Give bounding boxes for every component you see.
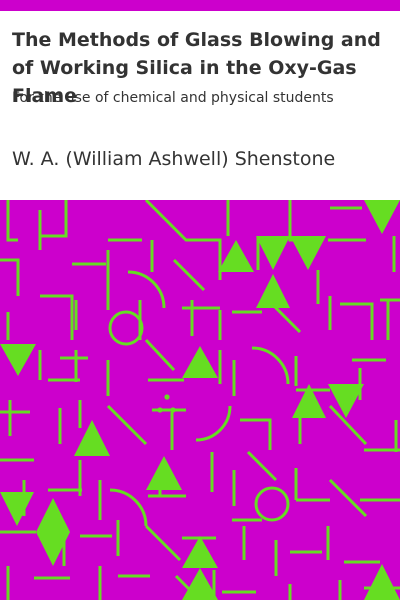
top-color-bar [0,0,400,11]
pattern-dot [170,407,175,412]
book-author: W. A. (William Ashwell) Shenstone [12,146,392,172]
book-subtitle: For the use of chemical and physical stu… [12,88,392,108]
pattern-dot [164,394,169,399]
pattern-dot [157,407,162,412]
cover-pattern [0,200,400,600]
